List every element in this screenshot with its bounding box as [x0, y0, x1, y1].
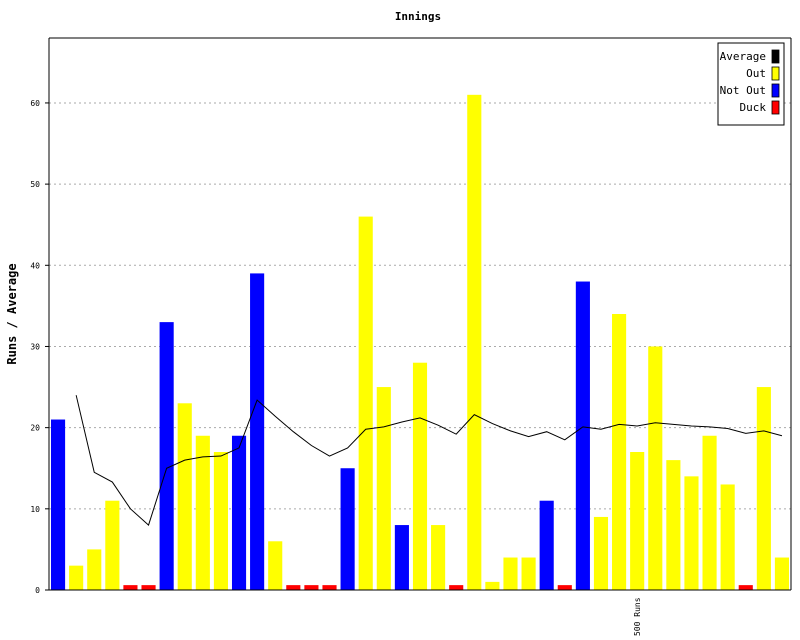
- bar-12: [250, 273, 265, 590]
- y-tick-label: 40: [30, 261, 40, 270]
- bar-20: [394, 525, 409, 590]
- bar-15: [304, 585, 319, 590]
- bar-36: [684, 476, 699, 590]
- bar-5: [123, 585, 138, 590]
- y-tick-label: 50: [30, 180, 40, 189]
- legend-swatch-out: [771, 66, 780, 81]
- axes: [48, 37, 792, 591]
- bar-3: [87, 549, 102, 590]
- bar-37: [702, 435, 717, 590]
- bar-6: [141, 585, 156, 590]
- bar-40: [756, 387, 771, 590]
- y-tick-label: 20: [30, 424, 40, 433]
- y-tick-label: 30: [30, 342, 40, 351]
- y-tick-label: 60: [30, 99, 40, 108]
- y-tick-labels: 0 10 20 30 40 50 60: [30, 99, 49, 595]
- bar-31: [593, 516, 609, 590]
- bar-9: [195, 435, 210, 590]
- bar-34: [648, 346, 663, 590]
- average-line: [75, 395, 783, 526]
- bar-16: [322, 585, 337, 590]
- bar-35: [666, 460, 681, 590]
- bar-26: [503, 557, 518, 590]
- bar-27: [521, 557, 536, 590]
- bar-4: [105, 500, 120, 590]
- bar-1: [50, 419, 66, 590]
- legend-swatch-not-out: [771, 83, 780, 98]
- bar-25: [485, 581, 500, 590]
- bar-22: [431, 525, 446, 590]
- legend-label-average: Average: [720, 50, 766, 63]
- bar-18: [358, 216, 373, 590]
- bar-38: [720, 484, 735, 590]
- bar-29: [557, 585, 572, 590]
- bar-10: [213, 452, 228, 590]
- legend-label-not-out: Not Out: [720, 84, 766, 97]
- bar-19: [376, 387, 391, 590]
- bar-14: [286, 585, 301, 590]
- y-tick-label: 0: [35, 586, 40, 595]
- bar-17: [340, 468, 355, 590]
- chart-title: Innings: [395, 10, 441, 23]
- bar-13: [268, 541, 283, 590]
- bar-2: [69, 565, 84, 590]
- y-tick-label: 10: [30, 505, 40, 514]
- bar-24: [467, 94, 482, 590]
- bar-11: [231, 435, 247, 590]
- bar-28: [539, 500, 554, 590]
- bars: [50, 94, 790, 590]
- legend-label-out: Out: [746, 67, 766, 80]
- bar-32: [612, 314, 627, 590]
- bar-39: [738, 585, 753, 590]
- legend: Average Out Not Out Duck: [717, 42, 785, 126]
- legend-swatch-duck: [771, 100, 780, 115]
- bar-7: [159, 322, 174, 590]
- bar-8: [177, 403, 192, 590]
- bar-30: [575, 281, 590, 590]
- bar-41: [774, 557, 790, 590]
- bar-21: [412, 362, 428, 590]
- annotations: 500 Runs: [633, 597, 642, 636]
- annotation-0: 500 Runs: [633, 597, 642, 636]
- bar-33: [630, 452, 645, 590]
- legend-label-duck: Duck: [740, 101, 767, 114]
- bar-23: [449, 585, 464, 590]
- legend-swatch-average: [771, 49, 780, 64]
- y-axis-label: Runs / Average: [5, 263, 19, 364]
